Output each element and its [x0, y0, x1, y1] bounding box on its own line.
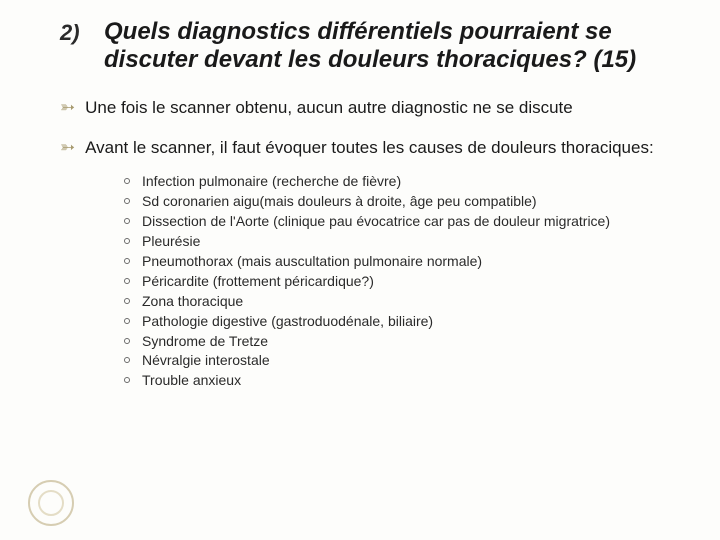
list-item: Péricardite (frottement péricardique?): [124, 272, 680, 291]
list-item-text: Syndrome de Tretze: [142, 332, 268, 351]
tilde-icon: ➳: [60, 137, 75, 159]
list-item-text: Péricardite (frottement péricardique?): [142, 272, 374, 291]
circle-icon: [124, 238, 130, 244]
circle-icon: [124, 198, 130, 204]
list-item-text: Névralgie interostale: [142, 351, 270, 370]
circle-icon: [124, 377, 130, 383]
list-item: Dissection de l'Aorte (clinique pau évoc…: [124, 212, 680, 231]
circle-icon: [124, 258, 130, 264]
sub-list: Infection pulmonaire (recherche de fièvr…: [124, 172, 680, 390]
decorative-circles-icon: [28, 480, 74, 526]
list-item-text: Infection pulmonaire (recherche de fièvr…: [142, 172, 401, 191]
list-item-text: Dissection de l'Aorte (clinique pau évoc…: [142, 212, 610, 231]
list-item-text: Sd coronarien aigu(mais douleurs à droit…: [142, 192, 537, 211]
list-item-text: Pleurésie: [142, 232, 200, 251]
bullet-text: Une fois le scanner obtenu, aucun autre …: [85, 97, 573, 118]
list-item: Syndrome de Tretze: [124, 332, 680, 351]
bullet-point: ➳ Avant le scanner, il faut évoquer tout…: [60, 137, 680, 159]
circle-icon: [124, 357, 130, 363]
list-item-text: Pneumothorax (mais auscultation pulmonai…: [142, 252, 482, 271]
slide-body: ➳ Une fois le scanner obtenu, aucun autr…: [60, 97, 680, 390]
bullet-text: Avant le scanner, il faut évoquer toutes…: [85, 137, 654, 158]
list-item-text: Trouble anxieux: [142, 371, 241, 390]
title-row: 2) Quels diagnostics différentiels pourr…: [60, 18, 680, 73]
circle-icon: [124, 278, 130, 284]
list-item: Zona thoracique: [124, 292, 680, 311]
bullet-point: ➳ Une fois le scanner obtenu, aucun autr…: [60, 97, 680, 119]
tilde-icon: ➳: [60, 97, 75, 119]
question-number: 2): [60, 18, 86, 46]
circle-icon: [124, 338, 130, 344]
list-item: Sd coronarien aigu(mais douleurs à droit…: [124, 192, 680, 211]
list-item-text: Pathologie digestive (gastroduodénale, b…: [142, 312, 433, 331]
list-item: Pathologie digestive (gastroduodénale, b…: [124, 312, 680, 331]
list-item: Infection pulmonaire (recherche de fièvr…: [124, 172, 680, 191]
list-item-text: Zona thoracique: [142, 292, 243, 311]
list-item: Pleurésie: [124, 232, 680, 251]
circle-icon: [124, 298, 130, 304]
slide: 2) Quels diagnostics différentiels pourr…: [0, 0, 720, 540]
circle-icon: [124, 318, 130, 324]
circle-icon: [124, 218, 130, 224]
list-item: Pneumothorax (mais auscultation pulmonai…: [124, 252, 680, 271]
list-item: Névralgie interostale: [124, 351, 680, 370]
circle-icon: [124, 178, 130, 184]
list-item: Trouble anxieux: [124, 371, 680, 390]
slide-title: Quels diagnostics différentiels pourraie…: [104, 18, 680, 73]
